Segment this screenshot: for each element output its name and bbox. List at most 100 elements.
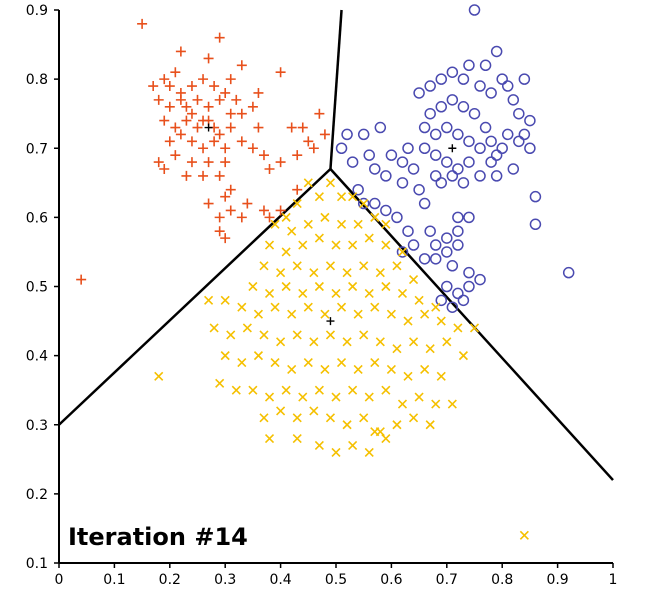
- point-plus: [303, 136, 314, 147]
- point-x: [431, 399, 441, 409]
- point-plus: [319, 129, 330, 140]
- point-circle: [463, 211, 475, 224]
- point-circle: [452, 163, 464, 175]
- point-x: [436, 316, 446, 326]
- point-x: [325, 330, 336, 340]
- point-circle: [457, 294, 470, 307]
- point-x: [242, 323, 252, 333]
- point-plus: [186, 81, 197, 92]
- y-tick-label: 0.2: [26, 487, 48, 503]
- point-plus: [247, 143, 258, 154]
- point-circle: [402, 225, 414, 237]
- point-x: [420, 309, 430, 319]
- point-x: [353, 364, 363, 375]
- point-plus: [186, 108, 197, 119]
- point-x: [320, 212, 330, 222]
- point-plus: [258, 150, 269, 161]
- x-tick-label: 0.7: [436, 572, 458, 588]
- point-circle: [435, 101, 448, 113]
- point-plus: [159, 74, 170, 85]
- point-x: [348, 440, 358, 451]
- point-circle: [396, 246, 409, 258]
- point-circle: [385, 149, 398, 161]
- point-x: [331, 447, 341, 457]
- point-circle: [496, 142, 508, 154]
- point-x: [348, 385, 358, 395]
- point-circle: [524, 142, 536, 154]
- cluster-blue: [335, 4, 575, 313]
- point-x: [281, 247, 291, 257]
- point-plus: [164, 81, 175, 92]
- point-plus: [198, 143, 209, 154]
- point-plus: [236, 108, 247, 119]
- point-x: [364, 447, 374, 457]
- point-circle: [513, 135, 525, 148]
- point-x: [331, 240, 341, 250]
- point-plus: [198, 74, 209, 85]
- y-tick-label: 0.1: [26, 556, 48, 572]
- point-circle: [429, 128, 442, 141]
- point-circle: [413, 183, 425, 196]
- point-circle: [341, 128, 353, 141]
- point-x: [420, 364, 430, 375]
- point-x: [264, 434, 275, 444]
- point-circle: [418, 121, 431, 134]
- point-x: [386, 364, 396, 375]
- point-x: [264, 392, 275, 402]
- point-x: [370, 357, 380, 368]
- y-tick-label: 0.9: [26, 3, 48, 19]
- point-plus: [153, 94, 164, 105]
- point-x: [314, 385, 324, 395]
- point-x: [204, 295, 214, 305]
- point-x: [425, 344, 435, 354]
- point-plus: [170, 122, 181, 133]
- point-plus: [253, 87, 264, 98]
- point-circle: [441, 156, 453, 168]
- point-circle: [463, 156, 475, 168]
- point-circle: [446, 260, 459, 272]
- point-x: [292, 413, 302, 423]
- point-x: [292, 198, 302, 209]
- point-x: [519, 530, 529, 540]
- point-x: [264, 288, 275, 298]
- point-x: [342, 268, 352, 278]
- point-circle: [485, 156, 497, 168]
- point-circle: [357, 197, 370, 210]
- point-plus: [236, 212, 247, 223]
- point-x: [237, 302, 247, 312]
- point-x: [447, 399, 457, 409]
- x-tick-label: 0.6: [380, 572, 402, 588]
- x-tick-label: 0.9: [546, 572, 568, 588]
- point-circle: [424, 225, 436, 237]
- point-plus: [247, 101, 258, 112]
- point-x: [408, 337, 419, 347]
- point-plus: [198, 170, 209, 181]
- x-tick-label: 0.1: [103, 572, 125, 588]
- point-x: [342, 420, 352, 430]
- point-circle: [490, 149, 503, 161]
- iteration-label: Iteration #14: [68, 523, 248, 551]
- point-x: [314, 192, 324, 202]
- point-plus: [220, 87, 231, 98]
- point-circle: [479, 121, 492, 134]
- point-x: [348, 281, 358, 292]
- point-circle: [501, 80, 514, 92]
- point-x: [359, 198, 369, 209]
- point-circle: [429, 170, 442, 182]
- point-circle: [457, 101, 470, 113]
- point-x: [414, 392, 424, 402]
- point-plus: [292, 150, 303, 161]
- point-x: [408, 275, 419, 285]
- point-plus: [137, 18, 148, 29]
- point-x: [392, 344, 402, 354]
- point-circle: [518, 73, 531, 85]
- point-x: [270, 219, 280, 229]
- point-x: [331, 288, 341, 298]
- point-circle: [396, 156, 409, 168]
- point-x: [314, 233, 324, 243]
- point-x: [392, 261, 402, 271]
- centroid-cluster-red: [204, 123, 213, 132]
- point-x: [397, 399, 408, 409]
- point-circle: [429, 149, 442, 161]
